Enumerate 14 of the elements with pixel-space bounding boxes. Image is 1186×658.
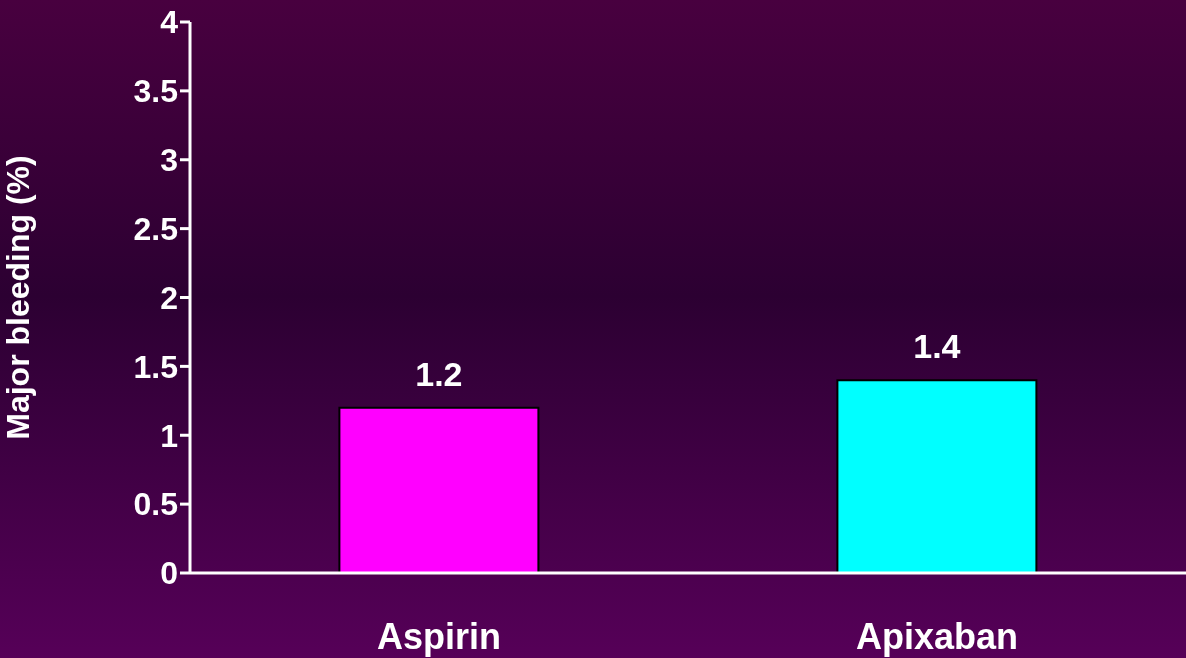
data-label: 1.2 bbox=[415, 354, 463, 393]
y-tick-label: 1.5 bbox=[133, 348, 178, 385]
y-tick-label: 3 bbox=[160, 142, 178, 179]
y-tick-label: 0 bbox=[160, 555, 178, 592]
y-axis-title: Major bleeding (%) bbox=[0, 155, 37, 440]
y-tick-label: 3.5 bbox=[133, 73, 178, 110]
x-tick-label: Apixaban bbox=[855, 615, 1019, 657]
data-label: 1.4 bbox=[913, 327, 961, 366]
y-tick-label: 2 bbox=[160, 279, 178, 316]
x-tick-label: Aspirin bbox=[376, 615, 502, 657]
y-tick-label: 2.5 bbox=[133, 210, 178, 247]
y-tick-label: 1 bbox=[160, 417, 178, 454]
y-tick-label: 0.5 bbox=[133, 486, 178, 523]
y-tick-label: 4 bbox=[160, 4, 179, 41]
